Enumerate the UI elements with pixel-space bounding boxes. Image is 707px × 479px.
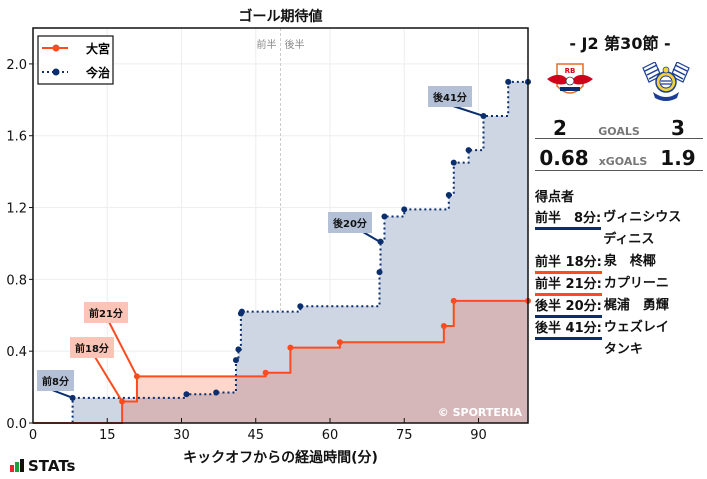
svg-text:1.6: 1.6 [6,130,27,145]
scorer-time: 前半 8分: [535,210,602,230]
scorer-row: 前半 18分: 泉 柊椰 [535,254,704,274]
scorer-name: 梶浦 勇輝 [603,298,669,313]
first-half-label: 前半 [257,38,277,51]
chart-title: ゴール期待値 [238,9,323,25]
omiya-xg-line [33,299,528,424]
scorer-name: 泉 柊椰 [603,254,656,269]
svg-text:1.2: 1.2 [6,202,27,217]
watermark: © SPORTERIA [438,406,523,419]
omiya-goals: 2 [553,116,567,140]
svg-text:RB: RB [565,67,576,75]
svg-text:0.0: 0.0 [6,417,27,432]
svg-text:0.8: 0.8 [6,273,27,288]
imabari-xg-area [33,81,528,423]
omiya-xgoals: 0.68 [539,146,589,170]
svg-text:45: 45 [247,428,264,443]
goals-label: GOALS [598,125,640,138]
scorer-row: 前半 21分: カプリーニ [535,276,704,296]
imabari-xg-line [33,80,528,424]
bar-chart-icon [10,459,24,472]
legend-imabari-label: 今治 [85,65,110,80]
goals-row: 2 GOALS 3 [535,116,703,140]
omiya-lead-area [136,376,236,398]
svg-text:0.4: 0.4 [6,345,27,360]
legend-imabari-marker-icon [52,68,60,76]
scorer-name: カプリーニ [603,276,669,291]
scorers-title: 得点者 [535,190,575,205]
imabari-goals: 3 [671,116,685,140]
scorer-name: ウェズレイ タンキ [603,320,669,357]
xgoals-row: 0.68 xGOALS 1.9 [535,146,703,171]
annotation-pointers [51,105,484,402]
scorer-time: 前半 18分: [535,254,602,274]
legend: 大宮 今治 [37,35,114,85]
scorer-row: 後半 41分: ウェズレイ タンキ [535,320,704,361]
second-half-label: 後半 [285,38,305,51]
imabari-logo-icon [642,62,690,101]
svg-text:60: 60 [322,428,339,443]
svg-text:90: 90 [470,428,487,443]
scorer-row: 前半 8分: ヴィニシウス ディニス [535,210,703,251]
stats-brand: STATs [10,457,75,475]
plot-frame [32,27,529,424]
imabari-xgoals: 1.9 [660,146,696,170]
scorer-time: 後半 20分: [535,298,602,318]
x-axis-label: キックオフからの経過時間(分) [183,450,378,466]
round-title: - J2 第30節 - [569,34,671,53]
goal-annotation-21min: 前21分 [84,302,128,323]
scorer-time: 後半 41分: [535,320,602,340]
svg-text:15: 15 [99,428,116,443]
goal-annotation-86min: 後41分 [428,86,472,107]
scorer-time: 前半 21分: [535,276,602,296]
legend-omiya-label: 大宮 [86,41,110,56]
scorer-name: ヴィニシウス ディニス [603,210,682,247]
xgoals-label: xGOALS [598,155,648,168]
axis-ticks: 0 15 30 45 60 75 90 0.0 0.4 0.8 1.2 1.6 2.0 [6,58,486,443]
svg-text:30: 30 [173,428,190,443]
svg-text:75: 75 [396,428,413,443]
legend-omiya-marker-icon [52,44,60,52]
svg-text:2.0: 2.0 [6,58,27,73]
goal-annotation-18min: 前18分 [70,337,114,358]
goal-annotation-8min: 前8分 [37,370,74,391]
goal-annotation-65min: 後20分 [328,212,372,233]
omiya-logo-icon: RB [547,63,593,94]
brand-name: STATs [28,457,76,475]
svg-text:0: 0 [29,428,37,443]
scorer-row: 後半 20分: 梶浦 勇輝 [535,298,704,318]
